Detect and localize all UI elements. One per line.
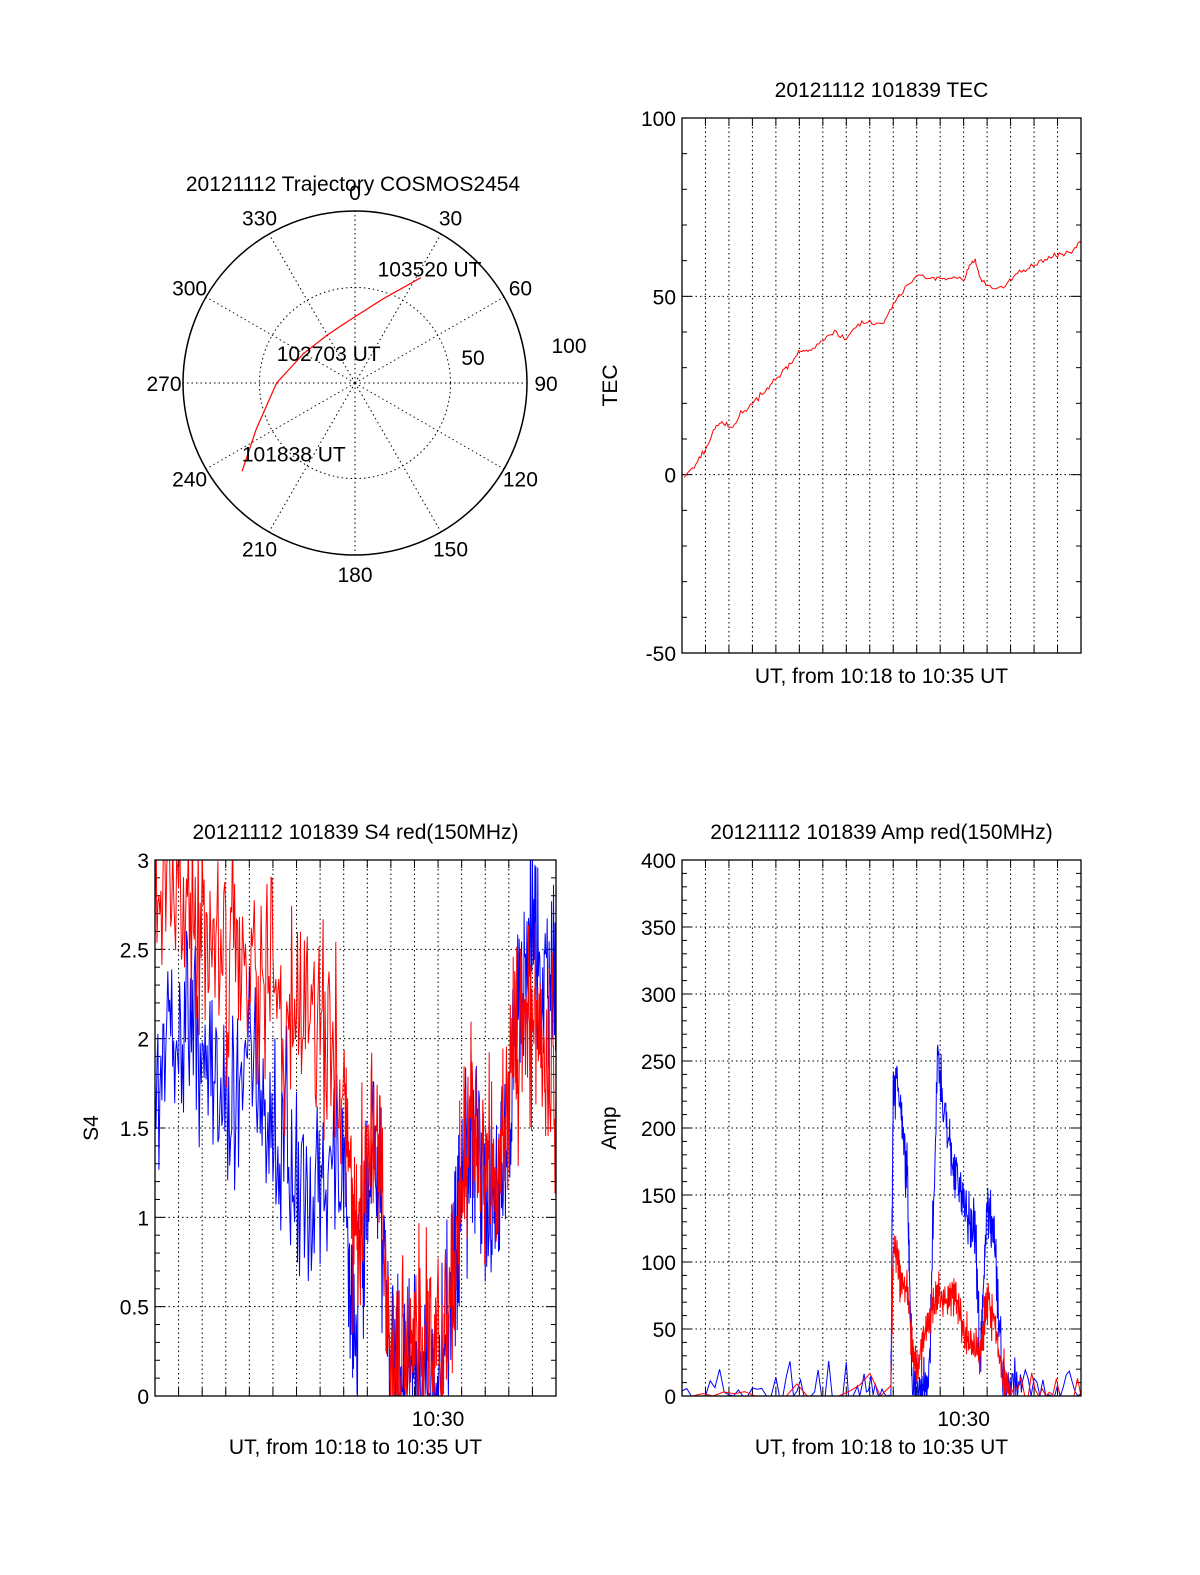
y-tick-label: 400 [641, 850, 676, 873]
y-tick-label: 2.5 [120, 939, 149, 962]
polar-azimuth-label: 180 [337, 564, 372, 587]
chart-title: 20121112 101839 TEC [775, 79, 989, 102]
series-group [682, 1044, 1081, 1396]
polar-time-annotation: 102703 UT [277, 343, 381, 366]
polar-azimuth-label: 30 [439, 208, 462, 231]
chart-title: 20121112 101839 S4 red(150MHz) [192, 821, 518, 844]
plot-frame [154, 859, 557, 1397]
y-tick-label: 300 [641, 984, 676, 1007]
y-tick-label: 50 [653, 286, 676, 309]
series-line-blue [682, 1044, 1081, 1396]
polar-spoke [354, 233, 442, 384]
series-line-blue [155, 860, 556, 1396]
polar-azimuth-label: 240 [172, 469, 207, 492]
polar-azimuth-label: 300 [172, 278, 207, 301]
x-tick-label: 10:30 [937, 1408, 990, 1431]
polar-spoke [268, 233, 356, 384]
y-tick-label: 0 [664, 1386, 676, 1409]
polar-spoke [354, 382, 505, 470]
y-tick-label: 250 [641, 1051, 676, 1074]
polar-ring-label: 100 [551, 335, 586, 358]
x-axis-label: UT, from 10:18 to 10:35 UT [755, 665, 1008, 688]
polar-time-annotation: 101838 UT [242, 443, 346, 466]
polar-spoke [205, 296, 356, 384]
y-tick-label: -50 [646, 643, 676, 666]
y-tick-label: 100 [641, 1252, 676, 1275]
x-axis-label: UT, from 10:18 to 10:35 UT [229, 1436, 482, 1459]
y-axis-label: TEC [599, 365, 622, 407]
polar-azimuth-label: 210 [242, 538, 277, 561]
y-tick-label: 1.5 [120, 1118, 149, 1141]
y-tick-label: 3 [137, 850, 149, 873]
polar-spoke [354, 296, 505, 384]
plot-frame [681, 117, 1082, 654]
chart-title: 20121112 101839 Amp red(150MHz) [710, 821, 1052, 844]
y-tick-label: 0.5 [120, 1297, 149, 1320]
y-tick-label: 0 [664, 465, 676, 488]
y-axis-label: S4 [80, 1115, 103, 1141]
x-axis-label: UT, from 10:18 to 10:35 UT [755, 1436, 1008, 1459]
polar-azimuth-label: 60 [509, 278, 532, 301]
amp-chart: 0 50 100 150 200 250 300 350 400 10:30 20121112 10… [598, 821, 1082, 1459]
y-tick-label: 350 [641, 917, 676, 940]
polar-ring-label: 50 [461, 347, 484, 370]
y-tick-label: 150 [641, 1185, 676, 1208]
series-line-red [683, 241, 1081, 478]
polar-time-annotation: 103520 UT [378, 259, 482, 282]
tec-chart: -50 0 50 100 20121112 101839 TEC UT, from 10:… [599, 79, 1082, 688]
y-tick-label: 0 [137, 1386, 149, 1409]
polar-azimuth-label: 120 [503, 469, 538, 492]
series-line-red [155, 860, 556, 1396]
polar-azimuth-label: 150 [433, 538, 468, 561]
x-tick-label: 10:30 [412, 1408, 465, 1431]
polar-spoke [354, 382, 442, 533]
polar-spoke [268, 382, 356, 533]
polar-chart-title: 20121112 Trajectory COSMOS2454 [186, 173, 521, 196]
y-axis-label: Amp [598, 1106, 621, 1149]
s4-chart: 0 0.5 1 1.5 2 2.5 3 10:30 20121112 101839 S4 red… [80, 821, 557, 1459]
polar-spoke [205, 382, 356, 470]
plot-frame [681, 859, 1082, 1397]
polar-azimuth-label: 330 [242, 208, 277, 231]
y-tick-label: 100 [641, 108, 676, 131]
polar-azimuth-label: 270 [146, 373, 181, 396]
polar-azimuth-label: 90 [534, 373, 557, 396]
polar-azimuth-label: 0 [349, 182, 361, 205]
y-tick-label: 50 [653, 1319, 676, 1342]
y-tick-label: 2 [137, 1029, 149, 1052]
y-tick-label: 1 [137, 1207, 149, 1230]
y-tick-label: 200 [641, 1118, 676, 1141]
polar-trajectory-line [241, 277, 422, 472]
series-line-red [682, 1235, 1081, 1396]
series-group [155, 860, 556, 1396]
series-group [683, 241, 1081, 478]
